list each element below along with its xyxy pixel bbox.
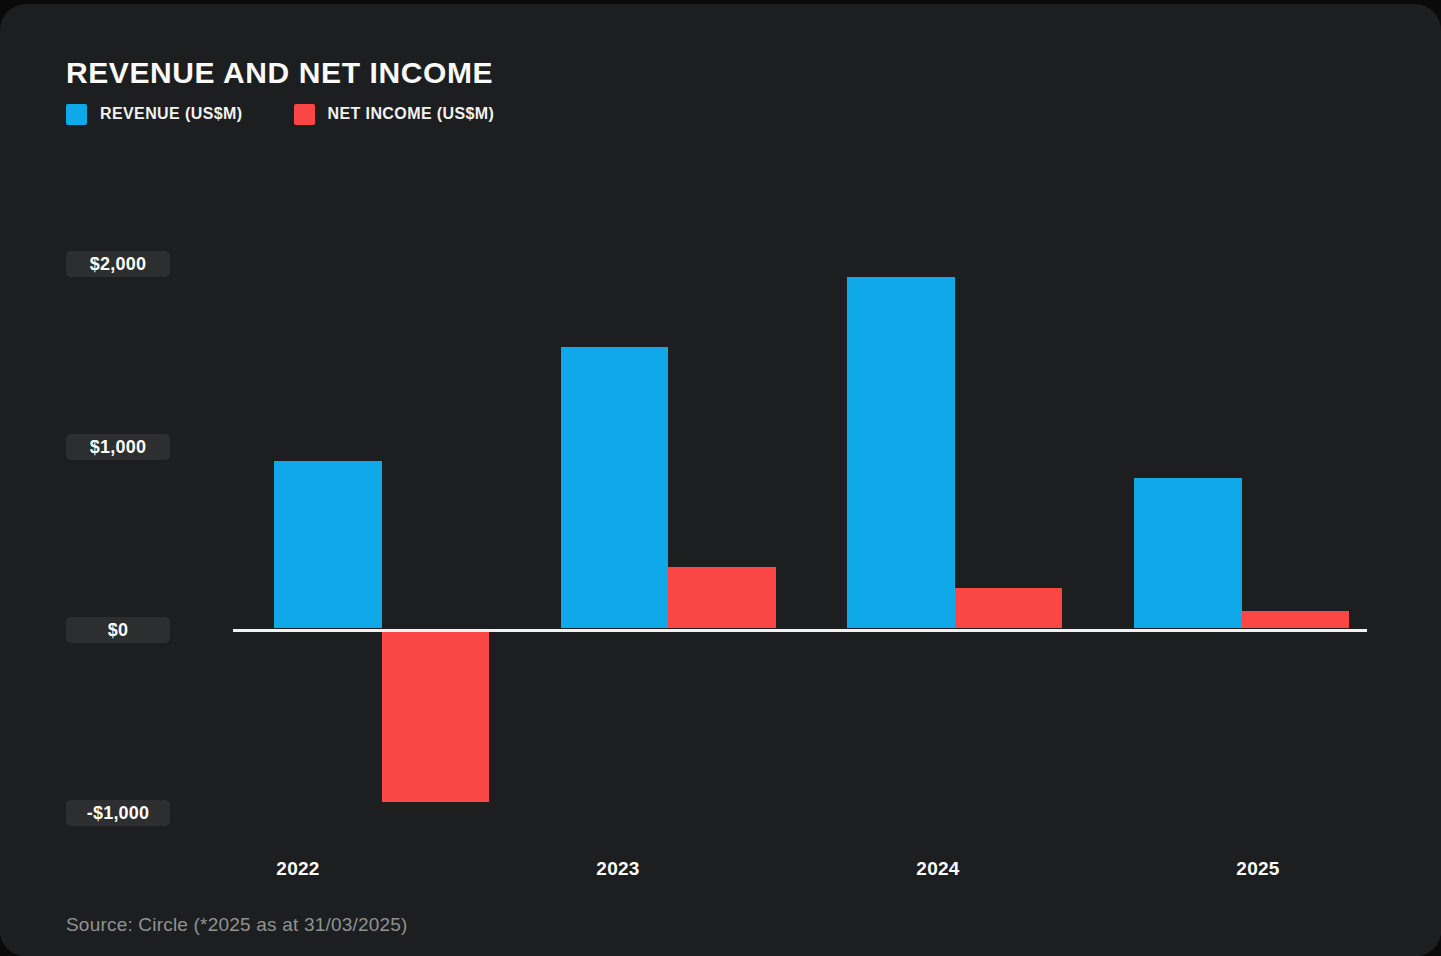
legend-label-net-income: NET INCOME (US$M) — [328, 105, 495, 123]
x-tick-2022: 2022 — [228, 858, 368, 880]
legend-label-revenue: REVENUE (US$M) — [100, 105, 243, 123]
chart-stage: REVENUE AND NET INCOME REVENUE (US$M) NE… — [0, 0, 1441, 956]
y-tick--1000: -$1,000 — [66, 800, 170, 826]
legend: REVENUE (US$M) NET INCOME (US$M) — [66, 103, 494, 125]
legend-swatch-revenue-icon — [66, 104, 87, 125]
x-tick-2025: 2025 — [1188, 858, 1328, 880]
bar-revenue-2024 — [847, 277, 955, 628]
source-note: Source: Circle (*2025 as at 31/03/2025) — [66, 914, 408, 936]
zero-axis-line — [233, 629, 1367, 632]
y-tick-1000: $1,000 — [66, 434, 170, 460]
bar-net-income-2022 — [382, 632, 490, 802]
bar-revenue-2025 — [1134, 478, 1242, 628]
legend-swatch-net-income-icon — [294, 104, 315, 125]
bar-net-income-2024 — [955, 588, 1063, 628]
x-tick-2023: 2023 — [548, 858, 688, 880]
bar-net-income-2025 — [1242, 611, 1350, 628]
chart-title: REVENUE AND NET INCOME — [66, 56, 493, 90]
bar-revenue-2023 — [561, 347, 669, 629]
bar-revenue-2022 — [274, 461, 382, 628]
x-tick-2024: 2024 — [868, 858, 1008, 880]
y-tick-0: $0 — [66, 617, 170, 643]
bar-net-income-2023 — [668, 567, 776, 628]
y-tick-2000: $2,000 — [66, 251, 170, 277]
